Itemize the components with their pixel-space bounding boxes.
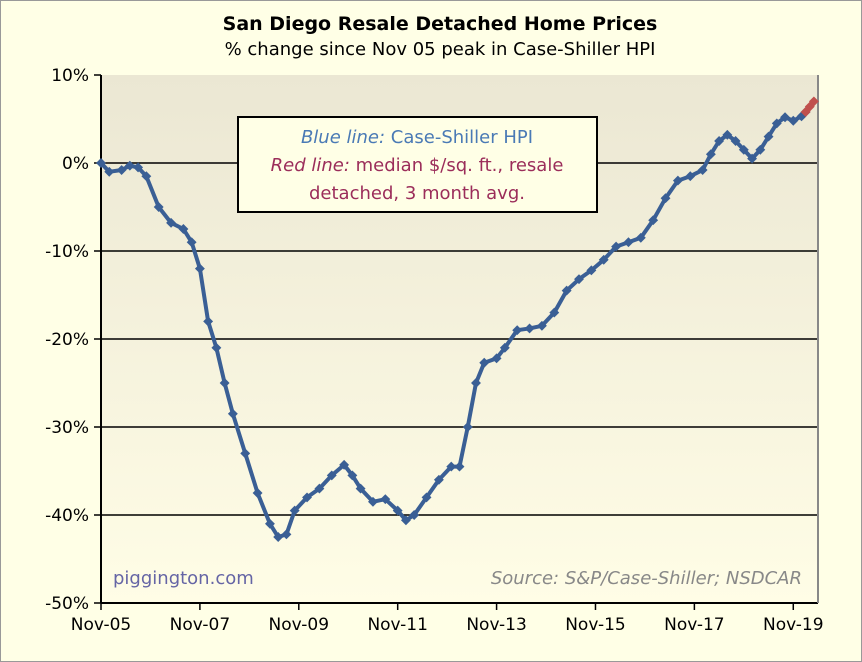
data-point [368, 496, 378, 507]
data-point [479, 357, 490, 368]
data-point [697, 165, 708, 175]
x-tick-label: Nov-15 [565, 615, 626, 635]
y-tick-label: -50% [45, 594, 89, 614]
data-point [755, 144, 766, 155]
y-tick-label: -10% [45, 242, 89, 262]
data-point [536, 320, 547, 331]
x-tick-label: Nov-07 [170, 615, 231, 635]
data-point [574, 274, 584, 285]
data-point [227, 408, 238, 419]
legend: Blue line: Case-Shiller HPI Red line: me… [237, 116, 598, 213]
data-point [747, 153, 758, 164]
data-point [339, 459, 350, 470]
legend-red-label: Red line: [271, 155, 350, 176]
x-tick-label: Nov-17 [664, 615, 725, 635]
legend-red-text: median $/sq. ft., resale [356, 155, 564, 176]
data-point [281, 529, 292, 540]
y-tick-label: -20% [45, 330, 89, 350]
data-point [462, 422, 473, 432]
watermark: piggington.com [113, 568, 254, 589]
data-point [252, 488, 263, 498]
data-point [771, 118, 782, 129]
data-point [685, 171, 696, 182]
data-point [421, 492, 432, 503]
data-point [194, 263, 205, 274]
chart-title: San Diego Resale Detached Home Prices [223, 13, 658, 35]
data-point [302, 492, 312, 503]
y-tick-label: -30% [45, 418, 89, 438]
data-point [611, 241, 622, 252]
svg-text:Red line: median $/sq. f: Red line: median $/sq. ft., resale [271, 155, 564, 176]
data-point [133, 162, 144, 173]
data-point [660, 193, 671, 204]
data-point [598, 254, 609, 265]
source-note: Source: S&P/Case-Shiller; NSDCAR [491, 568, 802, 589]
data-point [763, 131, 774, 142]
data-point [203, 316, 214, 327]
data-point [433, 474, 444, 485]
data-point [211, 342, 222, 353]
data-point [400, 515, 411, 526]
data-point [264, 518, 275, 529]
data-point [648, 215, 659, 226]
x-tick-label: Nov-11 [367, 615, 428, 635]
data-point [380, 494, 391, 505]
data-point [116, 165, 127, 175]
data-point [549, 307, 560, 318]
data-point [166, 217, 177, 228]
data-point [240, 448, 251, 459]
chart-subtitle: % change since Nov 05 peak in Case-Shill… [225, 39, 656, 60]
data-point [141, 171, 152, 182]
data-point [314, 483, 325, 494]
data-point [524, 323, 535, 334]
x-tick-label: Nov-19 [763, 615, 824, 635]
data-point [635, 232, 646, 243]
data-point [409, 510, 420, 520]
data-point [672, 175, 683, 186]
legend-blue-label: Blue line: [301, 127, 385, 148]
data-point [586, 265, 597, 276]
x-tick-label: Nov-09 [269, 615, 330, 635]
y-tick-label: 0% [62, 154, 89, 174]
data-point [788, 115, 799, 126]
data-point [730, 136, 741, 146]
data-point [561, 285, 572, 296]
data-point [499, 342, 510, 353]
legend-red-text-2: detached, 3 month avg. [309, 183, 525, 204]
data-point [326, 470, 337, 481]
data-point [623, 237, 634, 248]
data-point [808, 96, 819, 107]
data-point [96, 158, 106, 168]
x-tick-label: Nov-13 [466, 615, 527, 635]
y-tick-label: 10% [51, 66, 89, 86]
data-point [454, 461, 465, 472]
data-point [471, 378, 481, 388]
data-point [446, 461, 457, 472]
data-point [178, 224, 189, 234]
legend-blue-text: Case-Shiller HPI [391, 127, 533, 148]
y-tick-label: -40% [45, 506, 89, 526]
data-point [104, 166, 115, 177]
data-point [153, 202, 164, 212]
data-point [219, 378, 230, 388]
data-point [491, 353, 502, 364]
data-point [273, 532, 284, 542]
svg-text:Blue line: Case-Shiller: Blue line: Case-Shiller HPI [301, 127, 533, 148]
data-point [714, 136, 725, 146]
data-point [347, 470, 358, 481]
data-point [355, 483, 366, 494]
x-tick-label: Nov-05 [71, 615, 132, 635]
data-point [512, 325, 523, 336]
data-point [186, 237, 197, 248]
data-point [705, 149, 716, 160]
data-point [738, 144, 749, 155]
data-point [722, 129, 733, 140]
data-point [780, 112, 790, 123]
